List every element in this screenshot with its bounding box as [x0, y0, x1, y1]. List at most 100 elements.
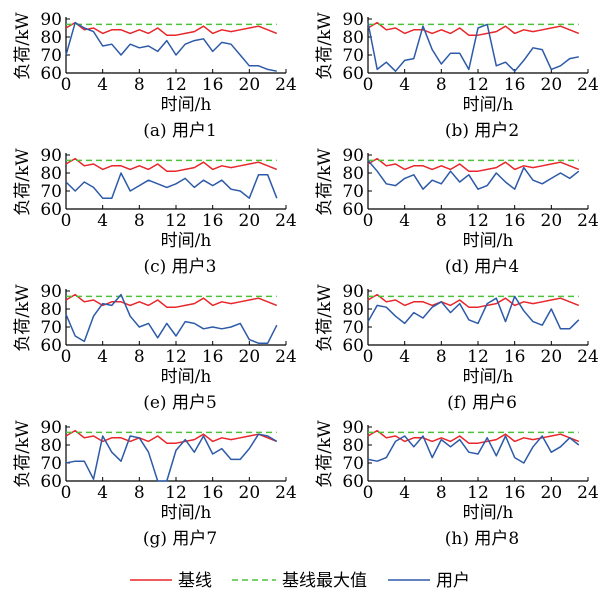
- x-tick-label: 4: [97, 483, 108, 503]
- y-tick-label: 70: [40, 182, 62, 202]
- x-tick-label: 4: [399, 347, 410, 367]
- y-axis-title: 负荷/kW: [13, 420, 33, 488]
- x-tick-label: 12: [467, 483, 489, 503]
- y-tick-label: 80: [40, 300, 62, 320]
- x-tick-label: 16: [202, 347, 224, 367]
- x-tick-label: 0: [61, 347, 72, 367]
- y-tick-label: 60: [342, 200, 364, 220]
- x-tick-label: 20: [541, 75, 563, 95]
- x-tick-label: 24: [275, 347, 297, 367]
- y-tick-label: 70: [40, 454, 62, 474]
- legend-max-label: 基线最大值: [282, 571, 367, 591]
- x-tick-label: 24: [577, 211, 599, 231]
- user-series-line: [65, 433, 278, 482]
- x-axis-title: 时间/h: [161, 367, 212, 387]
- panel-caption: (e) 用户5: [143, 393, 217, 413]
- x-tick-label: 8: [134, 483, 145, 503]
- x-tick-label: 4: [399, 75, 410, 95]
- y-tick-label: 80: [40, 164, 62, 184]
- y-tick-label: 90: [342, 418, 364, 438]
- x-tick-label: 4: [97, 347, 108, 367]
- x-tick-label: 0: [363, 483, 374, 503]
- x-axis-title: 时间/h: [161, 231, 212, 251]
- y-tick-label: 70: [40, 46, 62, 66]
- y-tick-label: 70: [40, 318, 62, 338]
- x-tick-label: 8: [436, 483, 447, 503]
- panel-caption: (g) 用户7: [143, 529, 217, 549]
- x-tick-label: 12: [467, 211, 489, 231]
- x-axis-title: 时间/h: [463, 231, 514, 251]
- y-tick-label: 60: [342, 336, 364, 356]
- x-tick-label: 20: [541, 347, 563, 367]
- x-tick-label: 24: [275, 211, 297, 231]
- baseline-series-line: [65, 157, 278, 172]
- x-tick-label: 0: [61, 483, 72, 503]
- y-tick-label: 70: [342, 454, 364, 474]
- y-tick-label: 60: [40, 64, 62, 84]
- y-axis-title: 负荷/kW: [315, 148, 335, 216]
- x-tick-label: 0: [363, 211, 374, 231]
- x-tick-label: 4: [399, 483, 410, 503]
- user-series-line: [367, 159, 580, 190]
- user-series-line: [367, 435, 580, 464]
- x-axis-title: 时间/h: [463, 95, 514, 115]
- y-tick-label: 90: [342, 10, 364, 30]
- x-tick-label: 8: [134, 211, 145, 231]
- x-tick-label: 4: [97, 211, 108, 231]
- x-tick-label: 16: [504, 483, 526, 503]
- x-tick-label: 8: [436, 75, 447, 95]
- x-tick-label: 16: [202, 483, 224, 503]
- user-series-line: [367, 22, 579, 72]
- panel-caption: (b) 用户2: [445, 121, 519, 141]
- y-tick-label: 70: [342, 46, 364, 66]
- panel-caption: (h) 用户8: [445, 529, 519, 549]
- baseline-series-line: [65, 21, 278, 36]
- y-axis-title: 负荷/kW: [315, 284, 335, 352]
- baseline-series-line: [367, 293, 580, 308]
- y-tick-label: 70: [342, 318, 364, 338]
- baseline-series-line: [367, 21, 580, 36]
- x-tick-label: 4: [97, 75, 108, 95]
- y-axis-title: 负荷/kW: [315, 420, 335, 488]
- y-axis-title: 负荷/kW: [315, 12, 335, 80]
- y-tick-label: 80: [342, 28, 364, 48]
- baseline-series-line: [367, 157, 580, 172]
- x-tick-label: 12: [165, 75, 187, 95]
- y-tick-label: 80: [40, 436, 62, 456]
- y-tick-label: 60: [40, 472, 62, 492]
- user-series-line: [65, 21, 277, 72]
- panel-caption: (a) 用户1: [143, 121, 217, 141]
- y-tick-label: 90: [342, 146, 364, 166]
- y-axis-title: 负荷/kW: [13, 284, 33, 352]
- x-tick-label: 12: [165, 211, 187, 231]
- user-series-line: [367, 295, 580, 330]
- y-tick-label: 80: [342, 436, 364, 456]
- y-tick-label: 80: [342, 164, 364, 184]
- y-tick-label: 60: [40, 200, 62, 220]
- y-tick-label: 90: [40, 10, 62, 30]
- y-tick-label: 80: [342, 300, 364, 320]
- x-tick-label: 8: [436, 347, 447, 367]
- x-tick-label: 0: [363, 75, 374, 95]
- x-tick-label: 16: [202, 211, 224, 231]
- y-tick-label: 90: [342, 282, 364, 302]
- x-axis-title: 时间/h: [463, 503, 514, 523]
- panel-caption: (c) 用户3: [143, 257, 216, 277]
- legend-baseline-label: 基线: [178, 571, 212, 591]
- y-tick-label: 70: [342, 182, 364, 202]
- x-axis-title: 时间/h: [463, 367, 514, 387]
- legend-user-label: 用户: [436, 571, 470, 591]
- x-tick-label: 12: [467, 347, 489, 367]
- x-tick-label: 12: [467, 75, 489, 95]
- x-tick-label: 0: [61, 75, 72, 95]
- x-axis-title: 时间/h: [161, 503, 212, 523]
- y-tick-label: 90: [40, 282, 62, 302]
- panel-caption: (d) 用户4: [445, 257, 519, 277]
